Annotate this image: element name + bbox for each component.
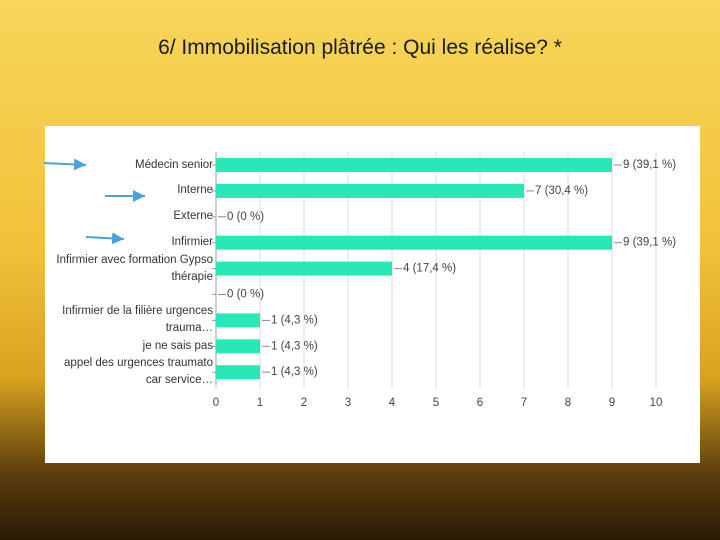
- bar: [216, 235, 612, 250]
- category-label: Infirmier avec formation Gypso thérapie: [56, 253, 213, 283]
- x-tick-label: 6: [477, 397, 483, 409]
- value-label: 0 (0 %): [227, 211, 264, 223]
- bar: [216, 365, 260, 380]
- x-tick-label: 3: [345, 397, 351, 409]
- category-label: je ne sais pas: [142, 339, 213, 352]
- value-label: 1 (4,3 %): [271, 340, 318, 352]
- value-label: 4 (17,4 %): [403, 263, 456, 275]
- category-label: appel des urgences traumato car service…: [64, 357, 213, 387]
- x-tick-label: 1: [257, 397, 263, 409]
- bar: [216, 158, 612, 172]
- chart: 0 1 2 3 4 5 6 7 8 9 10 9 (39,1 %) 7 (30,4 %) 0 (0 %) 9…: [212, 152, 676, 409]
- category-label: Interne: [177, 184, 213, 197]
- bar: [216, 261, 392, 276]
- value-label: 0 (0 %): [227, 289, 264, 301]
- value-label: 1 (4,3 %): [271, 314, 318, 326]
- x-tick-label: 10: [650, 397, 663, 409]
- x-tick-label: 2: [301, 397, 307, 409]
- x-tick-label: 0: [213, 397, 219, 409]
- x-tick-label: 5: [433, 397, 439, 409]
- category-label: Médecin senior: [135, 158, 213, 171]
- x-tick-label: 7: [521, 397, 527, 409]
- x-tick-label: 9: [609, 397, 615, 409]
- value-label: 1 (4,3 %): [271, 366, 318, 378]
- x-tick-label: 4: [389, 397, 396, 409]
- value-label: 9 (39,1 %): [623, 159, 676, 171]
- category-label: Infirmier de la filière urgences trauma…: [62, 305, 213, 335]
- bar: [216, 339, 260, 354]
- x-tick-label: 8: [565, 397, 571, 409]
- bar: [216, 183, 524, 198]
- value-label: 7 (30,4 %): [535, 185, 588, 197]
- category-label: Infirmier: [171, 236, 213, 249]
- category-label: Externe: [173, 210, 213, 223]
- value-label: 9 (39,1 %): [623, 237, 676, 249]
- bar: [216, 313, 260, 328]
- chart-panel: 0 1 2 3 4 5 6 7 8 9 10 9 (39,1 %) 7 (30,4 %) 0 (0 %) 9…: [45, 126, 700, 463]
- slide-title: 6/ Immobilisation plâtrée : Qui les réal…: [158, 36, 562, 59]
